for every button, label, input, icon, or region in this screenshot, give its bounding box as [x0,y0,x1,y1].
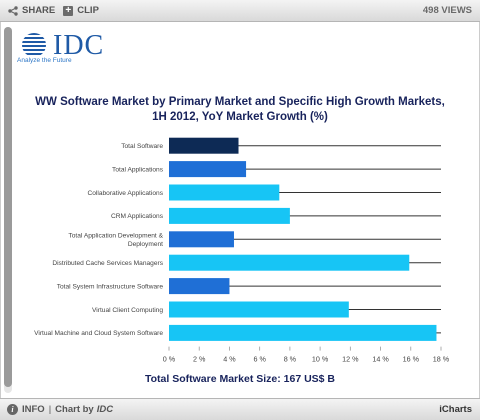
x-tick-label: 16 % [403,355,420,364]
category-label: Total Software [121,143,163,150]
category-label: Collaborative Applications [87,190,163,197]
idc-logo: IDC Analyze the Future [17,30,117,68]
bottom-toolbar: i INFO | Chart by IDC iCharts [0,398,480,420]
category-label: Virtual Machine and Cloud System Softwar… [34,330,163,337]
category-label-line: CRM Applications [111,213,164,220]
bar[interactable] [169,184,280,201]
top-toolbar: SHARE + CLIP 498 VIEWS [0,0,480,22]
bar[interactable] [169,254,410,271]
x-tick-label: 2 % [193,355,206,364]
logo-wordmark: IDC [53,30,105,61]
category-label-line: Total Software [121,143,163,150]
category-label-line: Deployment [128,241,163,248]
category-label-line: Total Application Development & [68,232,163,239]
chart-by-brand[interactable]: IDC [96,404,114,415]
bar[interactable] [169,324,437,341]
chart-by-label: Chart by [55,404,94,415]
info-icon[interactable]: i [7,404,18,415]
category-label: Virtual Client Computing [92,307,163,314]
category-label-line: Virtual Machine and Cloud System Softwar… [34,330,163,337]
icharts-link[interactable]: iCharts [439,404,472,415]
category-label-line: Total Applications [112,166,164,173]
x-tick-label: 8 % [284,355,297,364]
views-count: 498 VIEWS [422,5,472,16]
separator: | [48,404,52,415]
clip-button[interactable]: + CLIP [63,5,99,16]
scrollbar-thumb[interactable] [4,27,12,387]
bar[interactable] [169,301,349,318]
x-tick-label: 12 % [342,355,359,364]
bar-chart: Total Software Total Applications Collabor… [34,137,450,364]
category-label: Total Application Development & Deploymen… [68,232,163,248]
category-label: Total Applications [112,166,164,173]
category-label-line: Total System Infrastructure Software [57,283,164,290]
share-button[interactable]: SHARE [8,5,55,16]
bar[interactable] [169,278,230,295]
bar[interactable] [169,231,234,248]
x-tick-label: 10 % [312,355,329,364]
x-tick-label: 14 % [372,355,389,364]
clip-label: CLIP [77,5,99,16]
chart-title-line-2: 1H 2012, YoY Market Growth (%) [152,111,328,123]
share-icon [8,5,18,16]
category-label: CRM Applications [111,213,164,220]
chart-footnote: Total Software Market Size: 167 US$ B [144,373,336,385]
category-label: Distributed Cache Services Managers [52,260,163,267]
category-label: Total System Infrastructure Software [57,283,164,290]
category-label-line: Collaborative Applications [87,190,163,197]
x-tick-label: 4 % [223,355,236,364]
chart-title: WW Software Market by Primary Market and… [20,95,460,125]
bar[interactable] [169,137,239,154]
category-label-line: Virtual Client Computing [92,307,163,314]
info-button[interactable]: INFO [22,404,45,415]
logo-tagline: Analyze the Future [17,57,72,64]
globe-icon [22,33,46,57]
bar[interactable] [169,207,290,224]
x-tick-label: 0 % [163,355,176,364]
share-label: SHARE [22,5,56,16]
category-label-line: Distributed Cache Services Managers [52,260,163,267]
chart-title-line-1: WW Software Market by Primary Market and… [35,96,445,108]
bar[interactable] [169,161,247,178]
x-tick-label: 18 % [433,355,450,364]
plus-icon: + [63,5,74,16]
x-tick-label: 6 % [253,355,266,364]
